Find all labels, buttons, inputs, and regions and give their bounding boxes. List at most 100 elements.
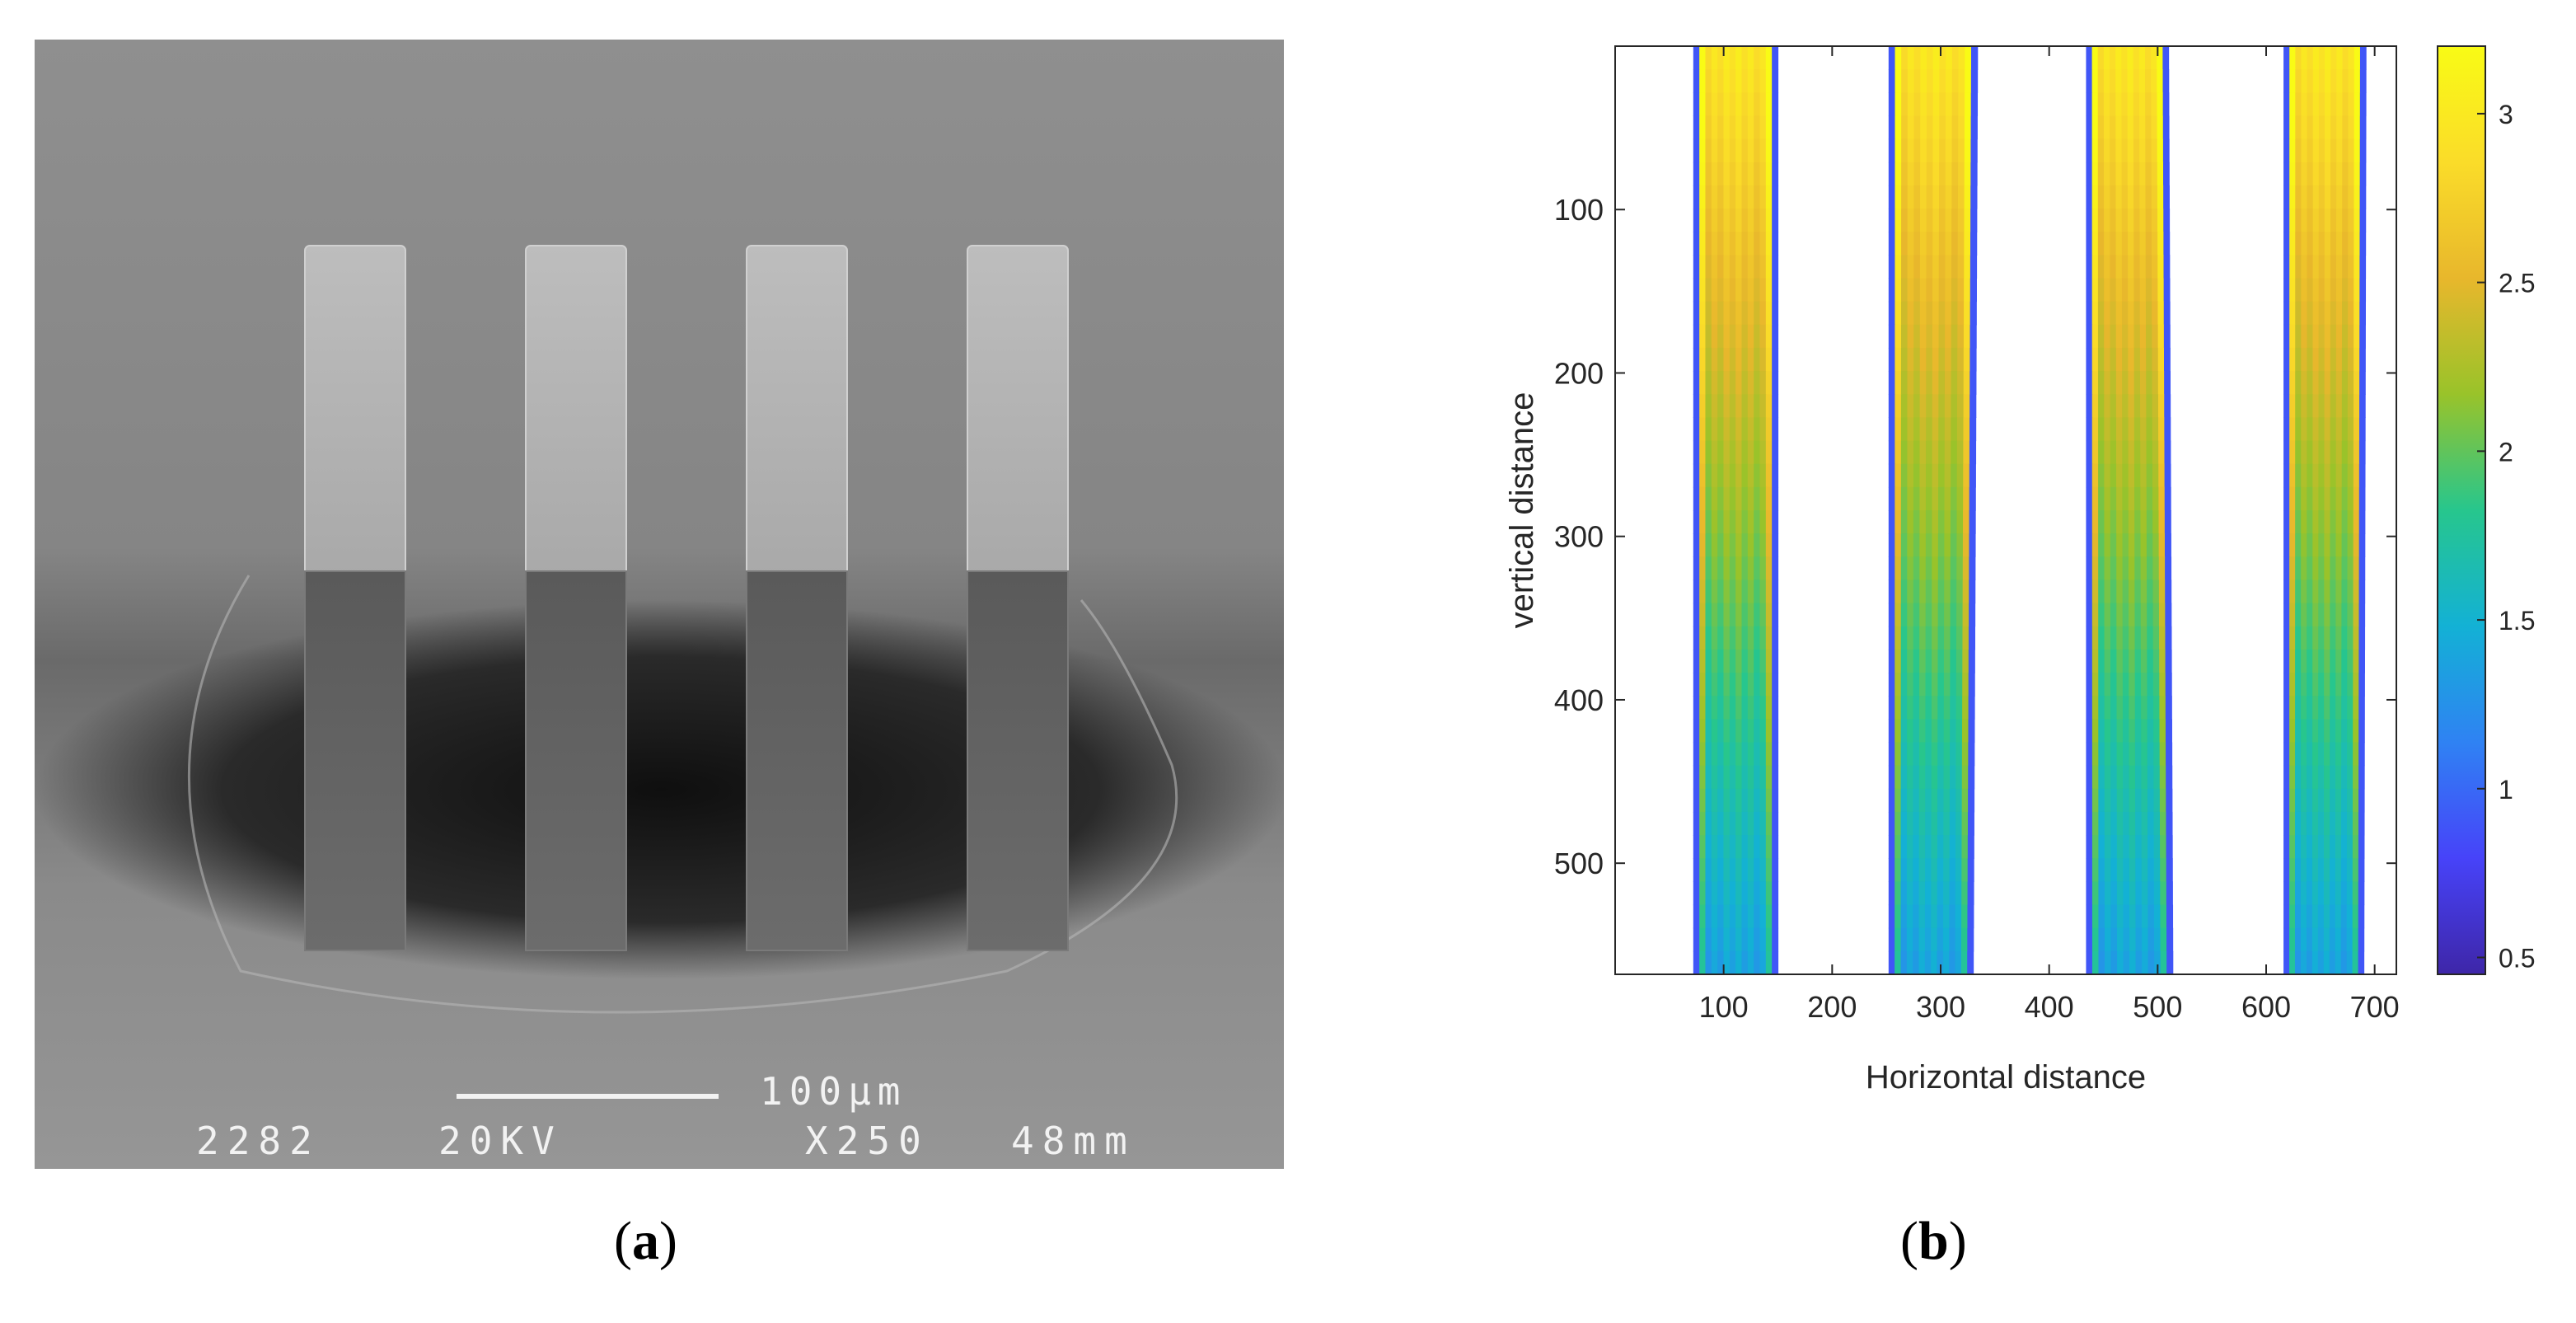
contour-cell [1939, 46, 1946, 70]
contour-cell [1969, 603, 1976, 627]
contour-cell [1754, 255, 1761, 279]
contour-cell [2151, 92, 2158, 117]
contour-cell [2098, 626, 2105, 650]
contour-cell [2110, 394, 2117, 418]
contour-cell [2091, 255, 2099, 279]
contour-cell [2139, 185, 2147, 209]
contour-cell [2359, 69, 2367, 93]
contour-cell [2152, 417, 2159, 442]
contour-cell [2283, 162, 2290, 186]
contour-cell [1754, 92, 1761, 117]
contour-cell [2146, 533, 2153, 557]
contour-cell [1951, 301, 1959, 326]
contour-cell [1693, 858, 1700, 882]
contour-cell [2091, 788, 2099, 813]
contour-cell [1907, 649, 1914, 673]
contour-cell [1723, 255, 1731, 279]
contour-cell [2086, 162, 2093, 186]
contour-cell [2104, 904, 2112, 929]
contour-cell [2341, 673, 2348, 697]
contour-cell [2330, 232, 2337, 256]
contour-cell [1970, 92, 1979, 117]
contour-cell [2283, 556, 2290, 581]
contour-cell [1931, 811, 1938, 836]
contour-cell [2301, 347, 2307, 372]
contour-cell [1970, 69, 1979, 93]
contour-cell [1711, 649, 1718, 673]
contour-cell [1945, 301, 1952, 326]
colorbar-frame [2437, 45, 2486, 975]
contour-cell [1705, 811, 1712, 836]
contour-cell [2121, 115, 2129, 140]
contour-cell [1699, 324, 1707, 349]
contour-cell [1962, 696, 1969, 720]
contour-cell [1888, 696, 1895, 720]
contour-cell [2134, 696, 2142, 720]
contour-cell [1717, 394, 1725, 418]
contour-cell [2166, 950, 2174, 974]
contour-cell [1723, 69, 1731, 93]
contour-cell [1949, 811, 1956, 836]
contour-cell [2097, 255, 2105, 279]
contour-cell [2110, 765, 2118, 790]
contour-cell [1932, 649, 1939, 673]
contour-cell [1906, 811, 1913, 836]
contour-cell [2318, 69, 2325, 93]
contour-cell [1754, 232, 1761, 256]
contour-cell [2283, 138, 2290, 163]
contour-cell [2324, 463, 2331, 488]
contour-cell [2122, 440, 2129, 465]
contour-cell [2110, 371, 2117, 395]
contour-cell [2146, 324, 2152, 349]
contour-cell [1729, 440, 1736, 465]
contour-cell [1717, 556, 1725, 581]
contour-cell [1961, 927, 1968, 952]
contour-cell [1699, 69, 1707, 93]
contour-cell [1754, 533, 1761, 557]
contour-cell [1735, 115, 1743, 140]
contour-cell [1895, 719, 1902, 744]
contour-cell [2133, 209, 2140, 232]
contour-cell [2115, 417, 2123, 442]
contour-cell [2335, 950, 2342, 974]
contour-cell [1963, 463, 1970, 488]
contour-cell [2091, 904, 2100, 929]
contour-cell [1919, 463, 1927, 488]
contour-cell [1772, 394, 1779, 418]
contour-cell [1888, 881, 1895, 906]
contour-cell [2301, 162, 2308, 186]
contour-cell [2306, 858, 2313, 882]
contour-cell [2104, 533, 2111, 557]
contour-cell [1931, 950, 1938, 974]
contour-cell [1772, 881, 1779, 906]
contour-cell [2129, 835, 2136, 859]
contour-cell [1895, 556, 1902, 581]
contour-cell [2162, 115, 2170, 140]
contour-cell [1888, 138, 1896, 163]
contour-cell [2165, 719, 2172, 744]
contour-cell [1747, 904, 1754, 929]
contour-cell [2128, 255, 2134, 279]
contour-cell [2121, 232, 2129, 256]
contour-cell [2135, 904, 2143, 929]
contour-cell [1918, 881, 1926, 906]
contour-cell [1949, 881, 1956, 906]
contour-cell [2122, 626, 2129, 650]
contour-cell [2347, 486, 2354, 511]
contour-cell [1944, 486, 1951, 511]
contour-cell [1759, 92, 1767, 117]
contour-cell [2301, 278, 2308, 303]
contour-cell [1735, 209, 1743, 232]
contour-cell [2335, 788, 2342, 813]
contour-cell [1754, 463, 1761, 488]
contour-cell [2318, 255, 2325, 279]
contour-cell [2147, 881, 2155, 906]
contour-cell [2134, 673, 2142, 697]
contour-cell [2166, 927, 2174, 952]
contour-cell [1919, 278, 1927, 303]
contour-cell [1723, 881, 1731, 906]
contour-cell [2295, 69, 2302, 93]
contour-cell [2138, 92, 2146, 117]
contour-cell [1920, 209, 1927, 232]
contour-cell [1723, 162, 1731, 186]
